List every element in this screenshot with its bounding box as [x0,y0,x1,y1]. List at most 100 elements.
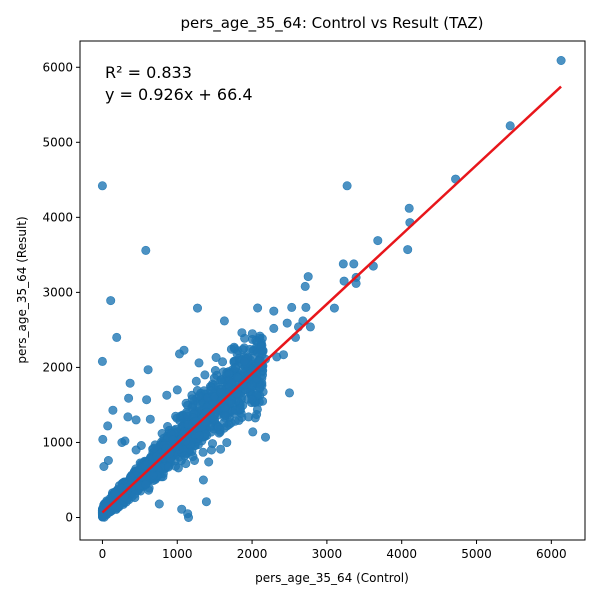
data-point [222,438,232,448]
data-point [175,349,185,359]
y-tick-label: 0 [65,510,73,524]
data-point [260,432,270,442]
data-point [245,344,255,354]
data-point [141,479,151,489]
x-tick-label: 3000 [312,547,343,561]
data-point [253,303,263,313]
data-point [260,354,270,364]
data-point [303,272,313,282]
data-point [244,412,254,422]
x-axis-label: pers_age_35_64 (Control) [255,571,409,585]
data-point [287,302,297,312]
data-point [218,357,228,367]
data-point [140,460,150,470]
data-point [130,489,140,499]
chart-title: pers_age_35_64: Control vs Result (TAZ) [181,14,484,33]
data-point [232,349,242,359]
data-point [184,512,194,522]
data-point [180,451,190,461]
data-point [191,376,201,386]
data-point [278,350,288,360]
data-point [125,378,135,388]
data-point [247,394,257,404]
data-point [198,475,208,485]
data-point [230,363,240,373]
data-point [194,430,204,440]
data-point [187,394,197,404]
data-point [198,447,208,457]
data-point [98,434,108,444]
y-tick-label: 6000 [42,60,73,74]
data-point [173,463,183,473]
data-point [284,388,294,398]
data-point [349,259,359,269]
data-point [556,55,566,65]
x-tick-label: 1000 [162,547,193,561]
data-point [154,499,164,509]
data-point [339,276,349,286]
data-point [282,318,292,328]
data-point [123,412,133,422]
data-point [251,335,261,345]
data-point [342,181,352,191]
data-point [126,472,136,482]
data-point [258,396,268,406]
data-point [301,302,311,312]
data-point [177,504,187,514]
data-point [193,303,203,313]
y-tick-label: 5000 [42,135,73,149]
data-point [194,358,204,368]
data-point [201,497,211,507]
data-point [182,409,192,419]
data-point [505,121,515,131]
data-point [103,421,113,431]
data-point [305,322,315,332]
data-point [235,404,245,414]
data-point [145,414,155,424]
data-point [210,365,220,375]
data-point [162,390,172,400]
y-tick-label: 3000 [42,285,73,299]
data-point [269,323,279,333]
data-point [143,365,153,375]
data-point [204,457,214,467]
regression-equation: y = 0.926x + 66.4 [105,85,253,104]
data-point [183,419,193,429]
data-point [258,346,268,356]
x-tick-label: 5000 [461,547,492,561]
data-point [232,372,242,382]
data-point [142,395,152,405]
data-point [149,443,159,453]
y-tick-label: 4000 [42,210,73,224]
x-tick-label: 0 [99,547,107,561]
data-point [269,306,279,316]
regression-line [101,85,562,514]
r-squared-annotation: R² = 0.833 [105,63,192,82]
data-point [190,455,200,465]
data-point [97,356,107,366]
y-tick-label: 2000 [42,360,73,374]
data-point [131,445,141,455]
x-tick-label: 4000 [386,547,417,561]
data-point [338,259,348,269]
data-point [216,375,226,385]
plot-frame [79,40,586,541]
data-point [213,422,223,432]
x-tick-label: 2000 [237,547,268,561]
data-point [103,455,113,465]
data-point [211,352,221,362]
data-point [252,404,262,414]
data-point [226,418,236,428]
data-point [108,405,118,415]
data-point [240,356,250,366]
data-point [248,427,258,437]
data-point [98,512,108,522]
data-point [97,181,107,191]
data-point [404,203,414,213]
data-point [210,415,220,425]
data-point [255,382,265,392]
data-point [99,461,109,471]
data-point [300,281,310,291]
data-point [403,245,413,255]
data-point [112,332,122,342]
